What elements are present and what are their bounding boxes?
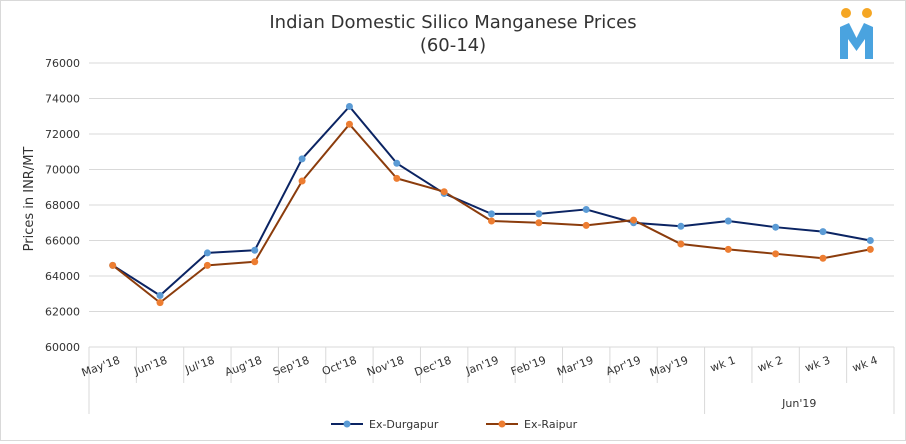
legend-swatch-marker — [343, 420, 351, 428]
x-tick-label: Jul'18 — [183, 354, 217, 377]
data-point-series-2 — [203, 261, 211, 269]
data-point-series-2 — [156, 299, 164, 307]
x-tick-label: wk 3 — [803, 354, 832, 375]
y-tick-label: 60000 — [45, 341, 80, 354]
legend-swatch-marker — [498, 420, 506, 428]
data-point-series-2 — [440, 188, 448, 196]
x-tick-label: Sep'18 — [271, 354, 311, 379]
x-tick-label: wk 2 — [756, 354, 785, 375]
x-group-label: Jun'19 — [781, 397, 816, 410]
x-tick-label: wk 1 — [709, 354, 738, 375]
y-tick-label: 74000 — [45, 93, 80, 106]
y-tick-label: 68000 — [45, 199, 80, 212]
x-tick-label: May'18 — [80, 354, 122, 380]
data-point-series-1 — [772, 223, 780, 231]
data-point-series-2 — [724, 245, 732, 253]
x-tick-label: Jun'18 — [132, 354, 170, 378]
chart-subtitle: (60-14) — [420, 35, 486, 56]
data-point-series-1 — [582, 205, 590, 213]
data-point-series-2 — [819, 254, 827, 262]
data-point-series-2 — [772, 250, 780, 258]
x-tick-label: May'19 — [648, 354, 690, 380]
x-tick-label: Nov'18 — [365, 354, 406, 379]
data-point-series-2 — [488, 217, 495, 225]
legend-label: Ex-Raipur — [524, 418, 578, 431]
data-point-series-2 — [582, 221, 590, 229]
y-tick-label: 76000 — [45, 57, 80, 70]
data-point-series-2 — [630, 216, 638, 224]
data-point-series-1 — [203, 249, 211, 257]
y-axis-title: Prices in INR/MT — [22, 147, 37, 252]
data-point-series-1 — [393, 159, 401, 167]
data-point-series-2 — [298, 177, 306, 185]
data-point-series-1 — [724, 217, 732, 225]
data-point-series-1 — [488, 210, 495, 218]
x-tick-label: Dec'18 — [413, 354, 453, 379]
data-point-series-1 — [298, 155, 306, 163]
data-point-series-2 — [393, 174, 401, 182]
data-point-series-2 — [535, 219, 543, 227]
y-tick-label: 64000 — [45, 270, 80, 283]
data-point-series-1 — [251, 246, 259, 254]
data-point-series-2 — [345, 120, 353, 128]
data-point-series-2 — [677, 240, 685, 248]
series-line-1 — [112, 105, 871, 297]
data-point-series-1 — [156, 292, 164, 300]
x-tick-label: wk 4 — [851, 354, 880, 375]
x-tick-label: Mar'19 — [555, 354, 595, 379]
data-point-series-1 — [819, 228, 827, 236]
y-tick-label: 62000 — [45, 306, 80, 319]
m-logo-icon — [840, 8, 873, 59]
data-point-series-1 — [866, 237, 874, 244]
y-tick-label: 70000 — [45, 164, 80, 177]
data-point-series-2 — [866, 245, 874, 253]
chart-title: Indian Domestic Silico Manganese Prices — [269, 12, 636, 33]
legend-label: Ex-Durgapur — [369, 418, 439, 431]
y-tick-label: 66000 — [45, 235, 80, 248]
data-point-series-2 — [109, 261, 117, 269]
x-tick-label: Aug'18 — [223, 354, 264, 379]
data-point-series-2 — [251, 258, 259, 266]
data-point-series-1 — [535, 210, 543, 218]
data-point-series-1 — [677, 222, 685, 230]
data-point-series-1 — [345, 102, 353, 110]
y-tick-label: 72000 — [45, 128, 80, 141]
x-tick-label: Jan'19 — [463, 354, 500, 378]
